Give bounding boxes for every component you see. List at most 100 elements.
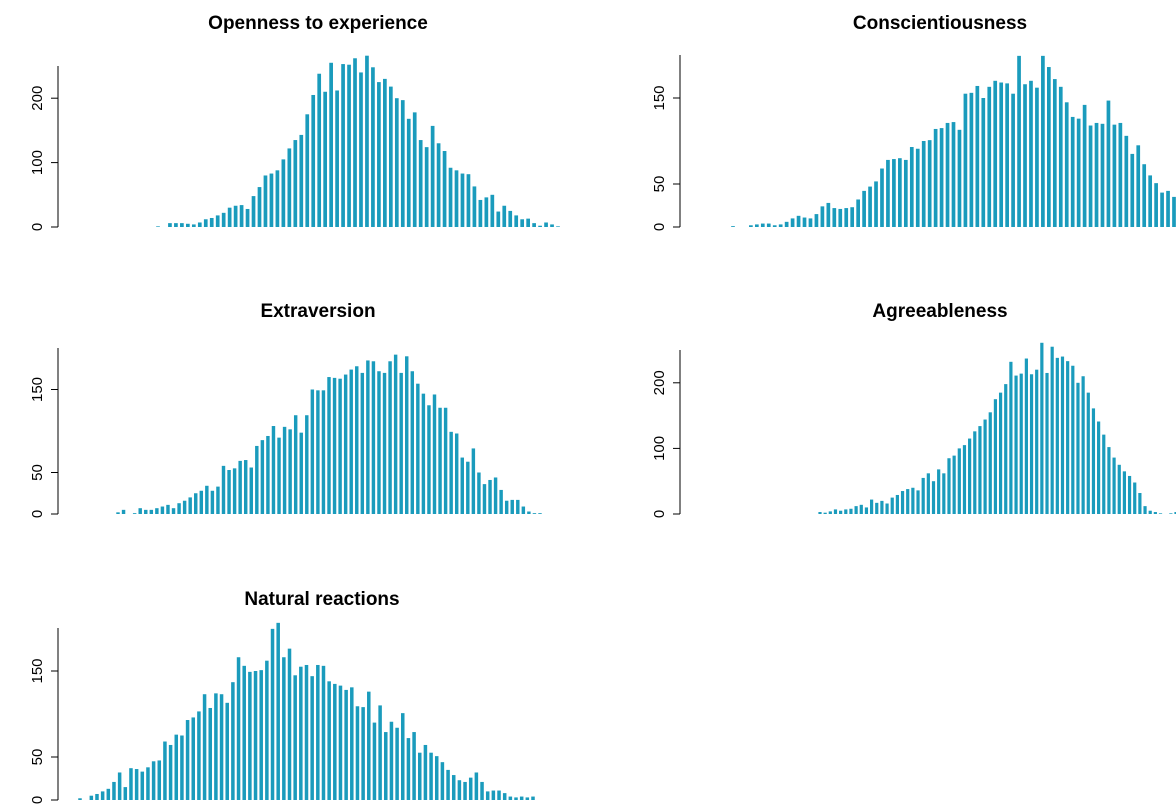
bar [490, 194, 495, 227]
bar [962, 445, 967, 514]
bar [338, 685, 343, 800]
bar [466, 461, 470, 514]
bar [355, 706, 360, 800]
bar [316, 390, 320, 514]
bar [399, 372, 403, 514]
bar [520, 219, 525, 227]
bar [323, 91, 328, 227]
bar [1133, 482, 1137, 514]
bar [850, 207, 855, 227]
bar [921, 141, 926, 227]
bar [338, 378, 342, 514]
bar [332, 377, 337, 514]
bar [89, 795, 94, 800]
bar [926, 473, 930, 514]
bar [203, 219, 208, 227]
bar [480, 781, 484, 800]
bar [951, 122, 956, 227]
bar [772, 225, 777, 227]
bar [1040, 342, 1044, 514]
bar [1127, 475, 1132, 514]
bar [900, 491, 905, 514]
bar [149, 509, 154, 514]
bar [163, 741, 167, 800]
bar [329, 62, 333, 227]
y-tick-label: 0 [29, 223, 46, 231]
bar [355, 366, 359, 514]
bar [448, 167, 453, 227]
bar [208, 707, 212, 800]
bar [138, 508, 142, 514]
bar [921, 477, 925, 514]
bar [1097, 421, 1101, 514]
bar [232, 468, 237, 514]
bar [818, 512, 822, 514]
bar [527, 511, 531, 514]
bar [890, 497, 894, 514]
bar [238, 460, 242, 514]
bar [538, 225, 542, 227]
bar [1070, 116, 1075, 227]
bar [349, 369, 353, 514]
bar [221, 465, 226, 514]
bar [916, 490, 920, 514]
bar [472, 186, 477, 227]
bar [880, 500, 884, 514]
bar [197, 222, 202, 227]
bar [550, 224, 554, 227]
bar [544, 222, 548, 227]
bar [451, 775, 456, 800]
bar [1112, 124, 1117, 227]
bar [243, 460, 248, 514]
bar [854, 506, 858, 514]
bar [231, 682, 235, 800]
chart-title: Extraversion [260, 301, 375, 322]
bar [1019, 373, 1023, 514]
bar [1130, 153, 1135, 227]
bar [482, 484, 487, 514]
bar [754, 224, 759, 227]
bar [215, 215, 220, 227]
bar [236, 657, 241, 800]
bar [869, 499, 874, 514]
bar [1076, 118, 1081, 227]
bar [372, 722, 377, 800]
bar [963, 93, 968, 227]
bar [427, 405, 431, 514]
bar [248, 671, 252, 800]
bar [239, 205, 244, 227]
bar [1153, 512, 1157, 514]
bar [973, 431, 977, 514]
bar [510, 499, 514, 514]
bar [987, 86, 992, 227]
bar [864, 507, 869, 514]
y-tick-label: 50 [29, 749, 46, 766]
bar [160, 506, 165, 514]
bar [909, 147, 914, 227]
bar [436, 143, 441, 227]
bar [525, 797, 530, 800]
bar [1014, 375, 1018, 514]
bar [360, 372, 365, 514]
bar [293, 675, 297, 800]
bar [508, 796, 513, 800]
bar [347, 64, 351, 227]
bar [474, 772, 479, 800]
bar [1174, 512, 1176, 514]
chart-title: Openness to experience [208, 13, 428, 34]
bar [1023, 84, 1027, 228]
bar [1071, 365, 1075, 514]
bar [957, 129, 962, 227]
bar [443, 407, 448, 514]
bar [316, 664, 320, 800]
bar [749, 225, 753, 227]
bar [245, 208, 250, 227]
y-tick-label: 150 [651, 85, 668, 110]
bar [1082, 104, 1087, 227]
bar [1094, 122, 1099, 227]
bar [1166, 190, 1170, 227]
chart-title: Conscientiousness [853, 13, 1027, 34]
bar [265, 660, 269, 800]
bar [1052, 79, 1057, 227]
